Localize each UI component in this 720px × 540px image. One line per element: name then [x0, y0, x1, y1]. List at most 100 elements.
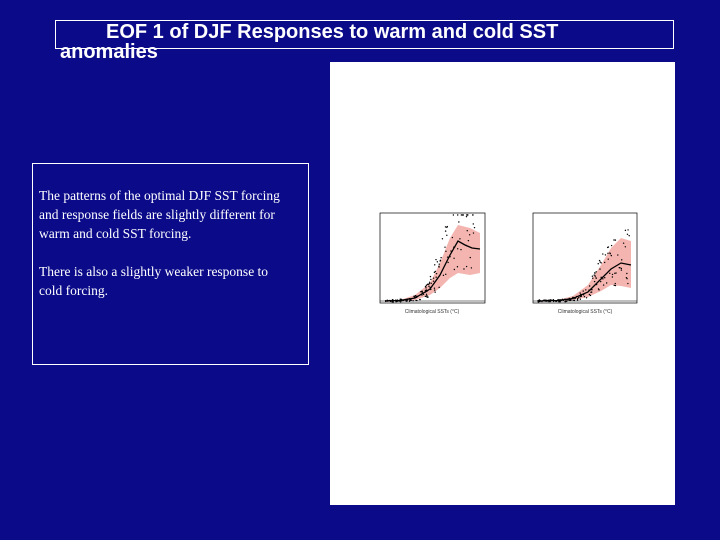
scatter-dot: [462, 214, 464, 216]
title-frame: [55, 20, 674, 49]
scatter-dot: [404, 299, 406, 301]
scatter-dot: [600, 262, 602, 264]
scatter-dot: [444, 246, 446, 248]
scatter-dot: [439, 260, 441, 262]
scatter-dot: [428, 285, 430, 288]
scatter-dot: [620, 267, 623, 270]
scatter-dot: [427, 296, 429, 298]
scatter-dot: [466, 230, 468, 232]
scatter-dot: [548, 299, 550, 301]
scatter-dot: [388, 299, 391, 302]
scatter-dot: [564, 298, 566, 300]
scatter-dot: [614, 272, 616, 274]
scatter-dot: [389, 300, 392, 303]
scatter-dot: [433, 289, 436, 291]
scatter-dot: [614, 284, 617, 287]
scatter-dot: [573, 299, 576, 302]
scatter-dot: [452, 214, 455, 216]
scatter-dot: [391, 300, 393, 303]
scatter-dot: [402, 299, 405, 302]
scatter-dot: [463, 268, 465, 270]
scatter-dot: [620, 269, 623, 271]
scatter-dot: [579, 292, 581, 294]
scatter-dot: [610, 254, 613, 257]
scatter-dot: [579, 298, 582, 300]
paragraph: There is also a slightly weaker response…: [39, 264, 269, 298]
scatter-dot: [459, 238, 461, 240]
spread-band: [538, 238, 631, 302]
scatter-dot: [440, 256, 442, 259]
scatter-dot: [628, 235, 630, 237]
scatter-dot: [472, 232, 475, 234]
scatter-dot: [432, 277, 435, 279]
scatter-dot: [395, 299, 398, 302]
scatter-dot: [438, 286, 440, 289]
scatter-dot: [424, 291, 427, 293]
scatter-dot: [592, 277, 594, 279]
scatter-dot: [465, 215, 468, 218]
scatter-dot: [447, 261, 449, 264]
scatter-dot: [604, 277, 606, 279]
scatter-dot: [540, 300, 542, 302]
scatter-dot: [603, 261, 606, 264]
scatter-dot: [414, 296, 417, 298]
scatter-dot: [441, 238, 444, 240]
scatter-dot: [425, 293, 428, 295]
scatter-dot: [599, 268, 601, 270]
scatter-dot: [582, 290, 584, 292]
scatter-dot: [392, 301, 394, 303]
scatter-dot: [575, 295, 578, 298]
scatter-dot: [585, 297, 588, 299]
scatter-dot: [430, 278, 432, 281]
scatter-dot: [406, 299, 409, 301]
scatter-dot: [578, 296, 580, 299]
scatter-dot: [597, 263, 599, 265]
scatter-dot: [613, 284, 615, 287]
scatter-dot: [585, 289, 587, 291]
scatter-dot: [469, 256, 471, 259]
scatter-dot: [589, 294, 592, 297]
scatter-dot: [590, 291, 592, 294]
scatter-dot: [558, 301, 560, 303]
scatter-dot: [405, 299, 407, 302]
scatter-dot: [624, 246, 627, 248]
scatter-dot: [626, 277, 628, 280]
scatter-dot: [627, 282, 629, 285]
scatter-dot: [602, 284, 605, 286]
scatter-dot: [428, 283, 431, 285]
scatter-dot: [453, 246, 455, 248]
scatter-dot: [405, 298, 407, 301]
scatter-dot: [564, 301, 566, 303]
scatter-dot: [591, 289, 593, 291]
scatter-dot: [444, 230, 447, 232]
scatter-dot: [449, 256, 451, 258]
scatter-dot: [421, 291, 423, 293]
scatter-dot: [426, 283, 429, 286]
scatter-dot: [392, 299, 394, 301]
scatter-dot: [435, 272, 438, 275]
scatter-dot: [552, 299, 555, 301]
scatter-dot: [466, 214, 468, 216]
scatter-dot: [435, 276, 437, 278]
scatter-dot: [543, 299, 545, 301]
scatter-dot: [444, 226, 447, 228]
scatter-dot: [568, 297, 570, 300]
scatter-dot: [430, 288, 432, 291]
slide-title: EOF 1 of DJF Responses to warm and cold …: [106, 21, 559, 43]
scatter-dot: [595, 271, 597, 273]
scatter-dot: [618, 266, 620, 269]
scatter-dot: [552, 300, 555, 303]
scatter-dot: [460, 248, 462, 251]
scatter-dot: [442, 274, 445, 277]
scatter-dot: [595, 283, 598, 286]
scatter-dot: [557, 299, 559, 301]
x-axis-label: Climatological SSTs (°C): [405, 309, 460, 315]
scatter-dot: [438, 266, 440, 268]
scatter-dot: [572, 299, 574, 302]
scatter-dot: [396, 299, 399, 301]
scatter-dot: [617, 254, 619, 256]
scatter-dot: [453, 268, 456, 271]
scatter-dot: [460, 214, 463, 216]
scatter-dot: [408, 300, 411, 302]
